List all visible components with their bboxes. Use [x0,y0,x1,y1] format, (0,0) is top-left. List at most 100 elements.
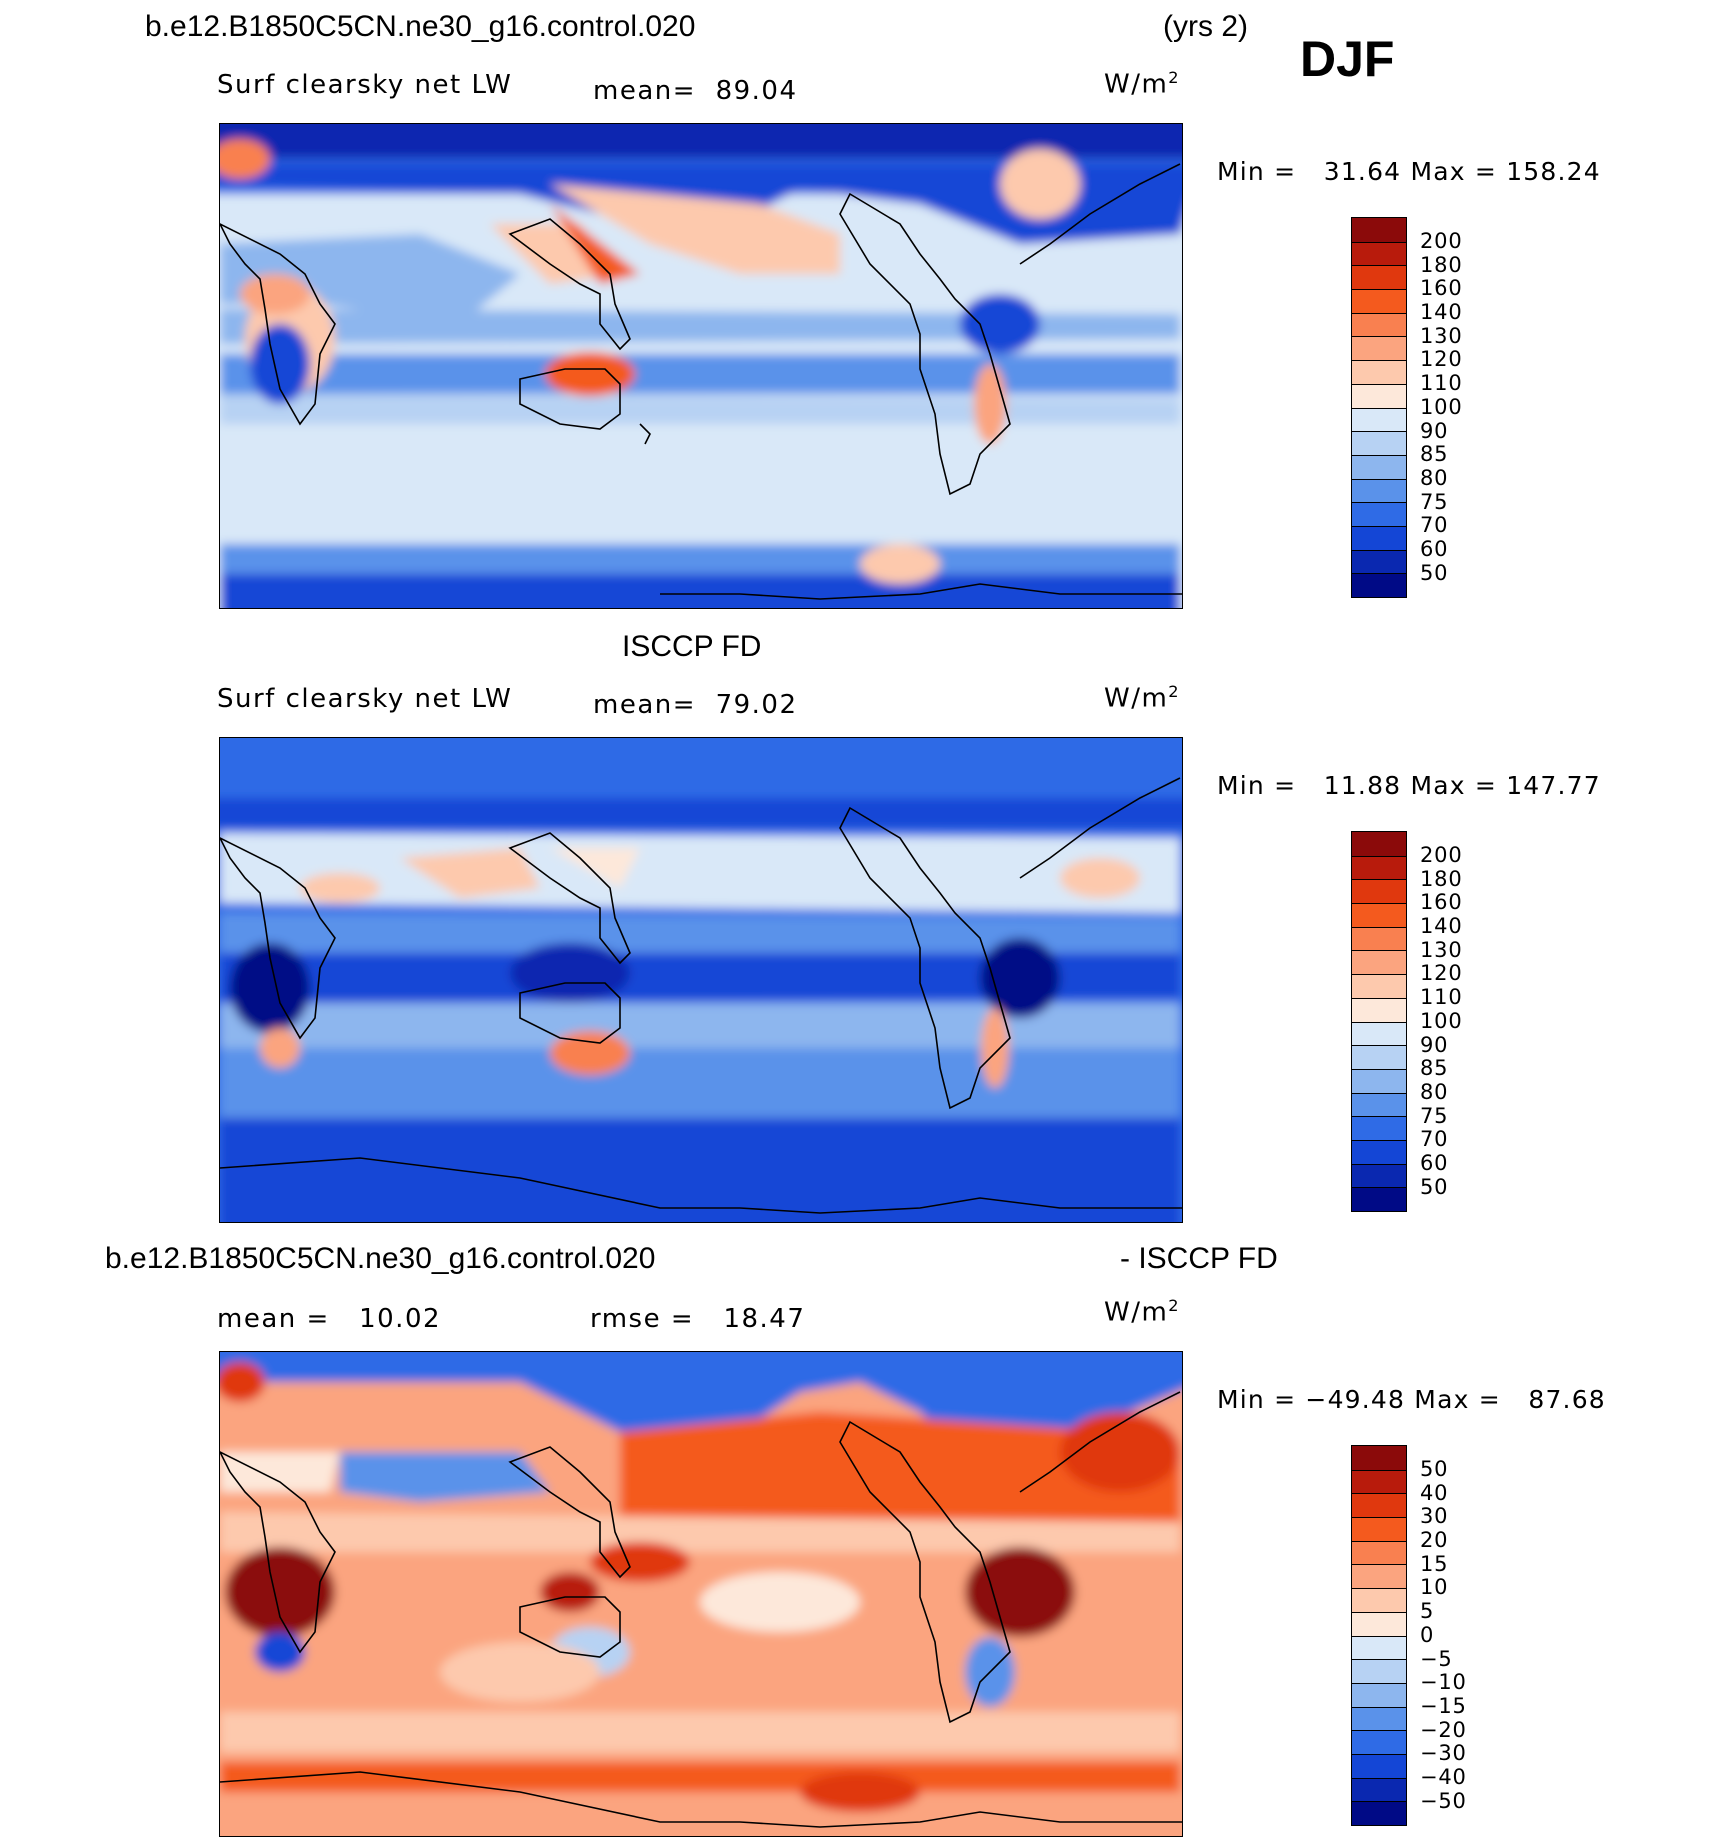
panel2-minmax: Min = 11.88 Max = 147.77 [1217,771,1601,800]
panel3-map-svg [220,1352,1182,1836]
panel1-max-label: Max = [1410,157,1498,186]
panel1-map-svg [220,124,1182,608]
panel2-colorbar-label: 85 [1420,1056,1449,1081]
years-label: (yrs 2) [1163,10,1248,43]
panel2-colorbar-label: 80 [1420,1079,1449,1104]
panel1-colorbar-swatch [1352,573,1406,597]
panel2-colorbar-label: 110 [1420,985,1463,1010]
panel1-colorbar-swatch [1352,407,1406,432]
panel2-colorbar-label: 70 [1420,1127,1449,1152]
panel1-colorbar-swatch [1352,383,1406,408]
panel3-colorbar-label: −20 [1420,1717,1467,1742]
panel3-colorbar-swatch [1352,1540,1406,1565]
panel3-colorbar-label: −10 [1420,1670,1467,1695]
panel2-coastlines [220,777,1182,1214]
panel1-mean-label: mean= [593,76,697,106]
panel2-colorbar-labels: 200 180 160 140 130 120 110 100 90 85 80… [1420,843,1462,1198]
panel1-colorbar-swatch [1352,312,1406,337]
panel1-colorbar-labels: 200 180 160 140 130 120 110 100 90 85 80… [1420,229,1462,584]
panel1-units: W/m2 [1104,68,1180,100]
season-label: DJF [1300,31,1395,87]
panel3-colorbar-swatch [1352,1493,1406,1518]
panel1-colorbar-swatch [1352,336,1406,361]
panel1-units-sup: 2 [1168,68,1181,87]
panel3-colorbar-label: 20 [1420,1528,1449,1553]
panel2-colorbar-swatch [1352,879,1406,904]
panel1-mean-value: 89.04 [715,76,798,106]
panel3-colorbar-swatch [1352,1753,1406,1778]
panel1-colorbar-label: 140 [1420,300,1463,325]
panel3-heading-right: - ISCCP FD [1120,1242,1278,1275]
run-title: b.e12.B1850C5CN.ne30_g16.control.020 [145,10,696,43]
panel2-colorbar-label: 120 [1420,961,1463,986]
panel1-colorbar-swatch [1352,549,1406,574]
panel1-minmax: Min = 31.64 Max = 158.24 [1217,157,1601,186]
panel1-colorbar-label: 70 [1420,513,1449,538]
panel3-max-value: 87.68 [1528,1385,1606,1414]
panel1-colorbar-label: 200 [1420,229,1463,253]
panel3-mean-label: mean = [217,1304,330,1334]
panel2-units-base: W/m [1104,683,1169,714]
panel1-colorbar-swatch [1352,265,1406,290]
panel1-colorbar-label: 60 [1420,536,1449,561]
panel2-colorbar-swatch [1352,950,1406,975]
panel3-colorbar-label: −40 [1420,1764,1467,1789]
panel1-colorbar-swatch [1352,502,1406,526]
panel3-colorbar-label: −30 [1420,1741,1467,1766]
panel2-colorbar-swatch [1352,855,1406,880]
panel2-min-label: Min = [1217,771,1297,800]
panel1-colorbar-swatch [1352,525,1406,550]
panel1-colorbar-label: 90 [1420,418,1449,443]
panel2-mean-value: 79.02 [715,690,798,720]
panel2-max-value: 147.77 [1506,771,1601,800]
panel2-colorbar-swatch [1352,1116,1406,1140]
panel2-variable: Surf clearsky net LW [217,684,513,714]
panel2-heading: ISCCP FD [622,630,762,663]
panel2-colorbar-label: 100 [1420,1008,1463,1033]
panel3-minmax: Min = −49.48 Max = 87.68 [1217,1385,1606,1414]
panel3-colorbar-swatch [1352,1469,1406,1494]
panel2-colorbar-swatch [1352,1139,1406,1164]
panel3-colorbar-swatch [1352,1659,1406,1683]
panel3-colorbar-label: 30 [1420,1504,1449,1529]
panel2-colorbar-label: 130 [1420,937,1463,962]
panel2-colorbar-label: 90 [1420,1032,1449,1057]
panel1-colorbar-label: 120 [1420,347,1463,372]
panel3-mean-value: 10.02 [359,1304,442,1334]
panel1-min-label: Min = [1217,157,1297,186]
panel2-colorbar-swatch [1352,926,1406,951]
panel2-colorbar-label: 200 [1420,843,1463,867]
panel3-heading-left: b.e12.B1850C5CN.ne30_g16.control.020 [105,1242,656,1275]
panel3-min-label: Min = [1217,1385,1297,1414]
panel3-units-sup: 2 [1168,1296,1181,1315]
panel3-colorbar-swatch [1352,1564,1406,1589]
panel1-colorbar-swatch [1352,431,1406,455]
panel2-colorbar-swatch [1352,1021,1406,1046]
panel1-coastlines [220,163,1182,600]
panel3-rmse-label: rmse = [590,1304,695,1334]
panel3-max-label: Max = [1414,1385,1501,1414]
panel2-colorbar-swatch [1352,974,1406,998]
panel3-colorbar-swatch [1352,1588,1406,1612]
panel2-colorbar-swatch [1352,1187,1406,1211]
panel3-colorbar-swatch [1352,1611,1406,1636]
panel2-mean-label: mean= [593,690,697,720]
panel2-min-value: 11.88 [1323,771,1402,800]
panel3-units: W/m2 [1104,1296,1180,1328]
panel3-colorbar-swatch [1352,1801,1406,1825]
panel2-colorbar-swatch [1352,1045,1406,1069]
panel2-colorbar-swatch [1352,903,1406,927]
panel3-colorbar-label: 40 [1420,1480,1449,1505]
panel1-colorbar-swatch [1352,478,1406,503]
panel3-colorbar-swatch [1352,1682,1406,1707]
panel1-max-value: 158.24 [1506,157,1601,186]
panel2-max-label: Max = [1410,771,1498,800]
panel1-colorbar-swatch [1352,218,1406,242]
panel1-colorbar-label: 160 [1420,276,1463,301]
panel1-colorbar-label: 180 [1420,252,1463,277]
panel2-colorbar-swatch [1352,1092,1406,1117]
panel2-colorbar-label: 50 [1420,1174,1449,1199]
panel3-colorbar-label: 50 [1420,1457,1449,1481]
panel1-colorbar-label: 100 [1420,394,1463,419]
panel1-colorbar-swatch [1352,454,1406,479]
